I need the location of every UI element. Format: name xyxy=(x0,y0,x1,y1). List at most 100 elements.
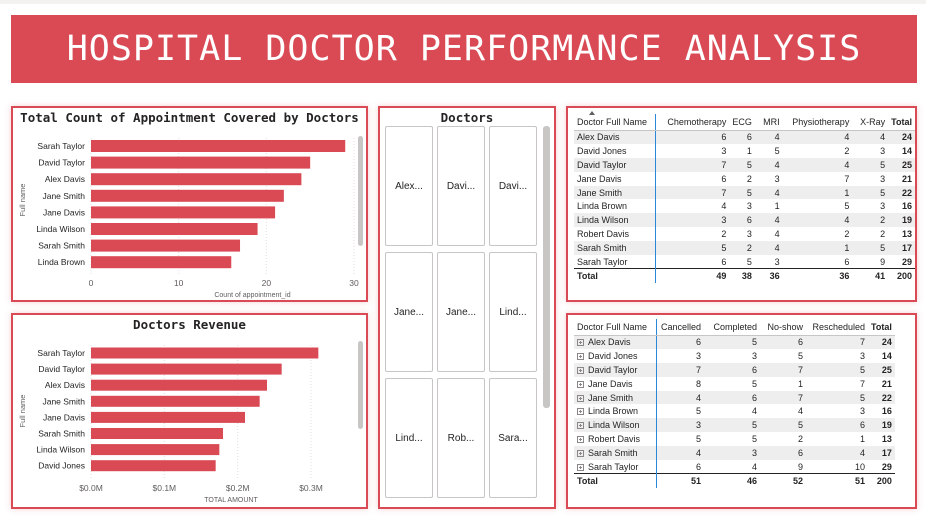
table-row[interactable]: Jane Smith 4 6 7 5 22 xyxy=(574,390,895,405)
appointments-chart-scrollbar[interactable] xyxy=(358,136,363,246)
column-header[interactable]: Rescheduled xyxy=(806,319,868,336)
slicer-tile[interactable]: Davi... xyxy=(489,126,537,246)
expand-icon[interactable] xyxy=(577,436,584,444)
column-header[interactable]: Total xyxy=(888,114,915,131)
expand-icon[interactable] xyxy=(577,352,584,360)
table-row[interactable]: Robert Davis 2 3 4 2 2 13 xyxy=(574,227,915,242)
cell-value: 2 xyxy=(746,173,752,184)
cell-value: 4 xyxy=(751,406,757,417)
slicer-tile[interactable]: Davi... xyxy=(437,126,485,246)
revenue-bar-chart[interactable]: $0.0M $0.1M $0.2M $0.3M Sarah Taylor David Ta… xyxy=(13,315,368,509)
cell-value: 3 xyxy=(751,350,757,361)
table-row[interactable]: David Taylor 7 6 7 5 25 xyxy=(574,362,895,377)
slicer-scrollbar[interactable] xyxy=(543,126,550,408)
bar xyxy=(91,379,267,391)
cell-value: 19 xyxy=(868,418,895,433)
table-row[interactable]: David Jones 3 3 5 3 14 xyxy=(574,348,895,363)
table-row[interactable]: Jane Davis 8 5 1 7 21 xyxy=(574,376,895,391)
table-row[interactable]: David Jones 3 1 5 2 3 14 xyxy=(574,143,915,158)
total-row: Total 51 46 52 51 200 xyxy=(574,473,895,488)
expand-icon[interactable] xyxy=(577,366,584,374)
column-header[interactable]: Doctor Full Name xyxy=(574,319,657,336)
table-row[interactable]: Alex Davis 6 5 6 7 24 xyxy=(574,335,895,349)
revenue-chart-card[interactable]: Doctors Revenue $0.0M $0.1M $0.2M $0.3M Sara… xyxy=(11,313,368,509)
cell-value: 29 xyxy=(881,461,892,472)
cell-value: 3 xyxy=(880,173,886,184)
category-label: Jane Smith xyxy=(42,396,85,406)
expand-icon[interactable] xyxy=(577,450,584,458)
report-title: HOSPITAL DOCTOR PERFORMANCE ANALYSIS xyxy=(66,29,862,69)
table-row[interactable]: David Taylor 7 5 4 4 5 25 xyxy=(574,157,915,172)
column-header[interactable]: X-Ray xyxy=(852,114,889,131)
row-label: Sarah Smith xyxy=(574,446,657,461)
cell-value: 4 xyxy=(782,157,853,172)
table-row[interactable]: Linda Wilson 3 5 5 6 19 xyxy=(574,418,895,433)
table-row[interactable]: Jane Smith 7 5 4 1 5 22 xyxy=(574,185,915,200)
column-header[interactable]: Cancelled xyxy=(656,319,704,336)
table-row[interactable]: Alex Davis 6 6 4 4 4 24 xyxy=(574,130,915,144)
appointments-chart-card[interactable]: Total Count of Appointment Covered by Do… xyxy=(11,106,368,302)
cell-value: 24 xyxy=(868,335,895,349)
expand-icon[interactable] xyxy=(577,394,584,402)
total-value: 36 xyxy=(754,268,783,283)
row-label: Linda Wilson xyxy=(574,418,657,433)
category-label: Linda Brown xyxy=(38,257,86,267)
row-label: Sarah Taylor xyxy=(574,255,657,269)
bar xyxy=(91,140,346,152)
expand-icon[interactable] xyxy=(577,463,584,471)
table-row[interactable]: Linda Wilson 3 6 4 4 2 19 xyxy=(574,213,915,228)
slicer-tile[interactable]: Sara... xyxy=(489,378,537,498)
status-matrix[interactable]: Doctor Full Name Cancelled Completed No-sho… xyxy=(574,319,895,488)
slicer-tile[interactable]: Alex... xyxy=(385,126,433,246)
sort-ascending-icon[interactable] xyxy=(589,111,595,115)
cell-value: 4 xyxy=(656,390,704,405)
column-header[interactable]: MRI xyxy=(754,114,783,131)
cell-value: 4 xyxy=(754,213,783,228)
slicer-tile[interactable]: Lind... xyxy=(489,252,537,372)
cell-value: 5 xyxy=(751,434,757,445)
revenue-chart-scrollbar[interactable] xyxy=(358,341,363,429)
appointments-bar-chart[interactable]: 0 10 20 30 Sarah Taylor David Taylor Alex Davi… xyxy=(13,108,368,302)
table-row[interactable]: Linda Brown 4 3 1 5 3 16 xyxy=(574,199,915,214)
cell-value: 6 xyxy=(656,335,704,349)
slicer-tile[interactable]: Jane... xyxy=(385,252,433,372)
column-header[interactable]: Completed xyxy=(704,319,760,336)
cell-value: 4 xyxy=(754,185,783,200)
column-header[interactable]: Physiotherapy xyxy=(782,114,853,131)
cell-value: 7 xyxy=(859,378,865,389)
row-label: Robert Davis xyxy=(574,227,657,242)
procedures-matrix[interactable]: Doctor Full Name Chemotherapy ECG MRI Physio… xyxy=(574,114,915,283)
expand-icon[interactable] xyxy=(577,380,584,388)
cell-value: 7 xyxy=(806,335,868,349)
column-header[interactable]: Chemotherapy xyxy=(655,114,730,131)
total-row: Total 49 38 36 36 41 200 xyxy=(574,268,915,283)
table-row[interactable]: Robert Davis 5 5 2 1 13 xyxy=(574,432,895,447)
total-value: 41 xyxy=(852,268,889,283)
table-row[interactable]: Sarah Taylor 6 5 3 6 9 29 xyxy=(574,255,915,269)
column-header[interactable]: ECG xyxy=(729,114,755,131)
slicer-tile[interactable]: Jane... xyxy=(437,252,485,372)
cell-value: 5 xyxy=(729,157,755,172)
table-row[interactable]: Sarah Smith 4 3 6 4 17 xyxy=(574,446,895,461)
expand-icon[interactable] xyxy=(577,339,584,347)
status-matrix-card[interactable]: Doctor Full Name Cancelled Completed No-sho… xyxy=(566,313,917,509)
column-header[interactable]: Total xyxy=(868,319,895,336)
expand-icon[interactable] xyxy=(577,422,584,430)
procedures-matrix-card[interactable]: Doctor Full Name Chemotherapy ECG MRI Physio… xyxy=(566,106,917,302)
cell-value: 2 xyxy=(729,241,755,256)
cell-value: 3 xyxy=(880,145,886,156)
expand-icon[interactable] xyxy=(577,408,584,416)
row-label: Alex Davis xyxy=(574,130,657,144)
cell-value: 3 xyxy=(746,201,752,212)
table-row[interactable]: Sarah Smith 5 2 4 1 5 17 xyxy=(574,241,915,256)
cell-value: 6 xyxy=(704,390,760,405)
column-header[interactable]: Doctor Full Name xyxy=(574,114,657,131)
table-row[interactable]: Sarah Taylor 6 4 9 10 29 xyxy=(574,460,895,474)
table-row[interactable]: Linda Brown 5 4 4 3 16 xyxy=(574,404,895,419)
slicer-tile[interactable]: Rob... xyxy=(437,378,485,498)
column-header[interactable]: No-show xyxy=(760,319,806,336)
table-row[interactable]: Jane Davis 6 2 3 7 3 21 xyxy=(574,171,915,186)
category-label: Jane Davis xyxy=(43,207,85,217)
category-label: Alex Davis xyxy=(45,174,85,184)
slicer-tile[interactable]: Lind... xyxy=(385,378,433,498)
